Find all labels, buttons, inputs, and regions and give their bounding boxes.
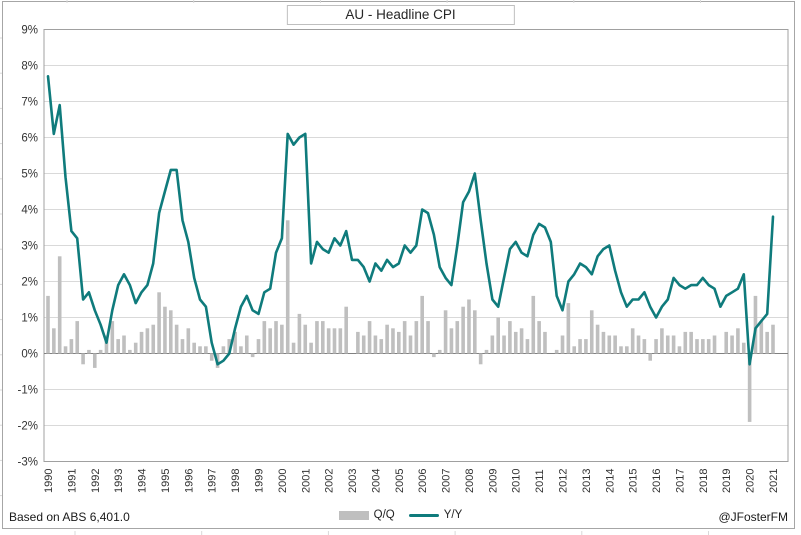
svg-text:2009: 2009 bbox=[487, 469, 499, 493]
legend-item-yy[interactable]: Y/Y bbox=[408, 509, 463, 521]
svg-text:2020: 2020 bbox=[745, 469, 757, 493]
svg-text:2021: 2021 bbox=[768, 469, 780, 493]
source-note: Based on ABS 6,401.0 bbox=[9, 510, 130, 524]
svg-text:1998: 1998 bbox=[230, 469, 242, 493]
svg-text:-3%: -3% bbox=[18, 457, 38, 469]
chart-legend: Q/Q Y/Y bbox=[0, 506, 801, 524]
svg-text:8%: 8% bbox=[21, 61, 38, 73]
svg-text:1994: 1994 bbox=[137, 469, 149, 493]
svg-text:1993: 1993 bbox=[113, 469, 125, 493]
svg-text:2017: 2017 bbox=[674, 469, 686, 493]
chart-title: AU - Headline CPI bbox=[286, 5, 515, 25]
svg-text:2001: 2001 bbox=[300, 469, 312, 493]
legend-label-yy: Y/Y bbox=[443, 509, 463, 521]
svg-text:2000: 2000 bbox=[277, 469, 289, 493]
svg-text:2004: 2004 bbox=[370, 469, 382, 493]
svg-text:2006: 2006 bbox=[417, 469, 429, 493]
svg-text:4%: 4% bbox=[21, 205, 38, 217]
svg-text:5%: 5% bbox=[21, 169, 38, 181]
svg-text:2014: 2014 bbox=[604, 469, 616, 493]
svg-text:1997: 1997 bbox=[207, 469, 219, 493]
svg-text:-1%: -1% bbox=[18, 385, 38, 397]
svg-text:2018: 2018 bbox=[698, 469, 710, 493]
author-handle[interactable]: @JFosterFM bbox=[718, 510, 788, 524]
svg-text:1999: 1999 bbox=[253, 469, 265, 493]
svg-text:6%: 6% bbox=[21, 133, 38, 145]
svg-text:1995: 1995 bbox=[160, 469, 172, 493]
svg-text:1990: 1990 bbox=[43, 469, 55, 493]
yy-line-swatch-icon bbox=[408, 513, 439, 517]
svg-text:2012: 2012 bbox=[558, 469, 570, 493]
svg-text:2010: 2010 bbox=[511, 469, 523, 493]
qq-bar-swatch-icon bbox=[338, 510, 369, 520]
svg-text:2002: 2002 bbox=[324, 469, 336, 493]
svg-text:1992: 1992 bbox=[90, 469, 102, 493]
svg-text:7%: 7% bbox=[21, 97, 38, 109]
svg-text:2015: 2015 bbox=[628, 469, 640, 493]
svg-text:2011: 2011 bbox=[534, 469, 546, 493]
svg-text:2013: 2013 bbox=[581, 469, 593, 493]
svg-text:2005: 2005 bbox=[394, 469, 406, 493]
svg-text:2019: 2019 bbox=[721, 469, 733, 493]
svg-text:0%: 0% bbox=[21, 349, 38, 361]
svg-text:9%: 9% bbox=[21, 25, 38, 37]
legend-item-qq[interactable]: Q/Q bbox=[338, 509, 395, 521]
svg-text:2007: 2007 bbox=[441, 469, 453, 493]
svg-text:2003: 2003 bbox=[347, 469, 359, 493]
svg-text:2016: 2016 bbox=[651, 469, 663, 493]
svg-text:2%: 2% bbox=[21, 277, 38, 289]
svg-text:1991: 1991 bbox=[66, 469, 78, 493]
svg-text:-2%: -2% bbox=[18, 421, 38, 433]
svg-text:3%: 3% bbox=[21, 241, 38, 253]
svg-text:1996: 1996 bbox=[183, 469, 195, 493]
svg-text:2008: 2008 bbox=[464, 469, 476, 493]
legend-label-qq: Q/Q bbox=[373, 509, 395, 521]
svg-text:1%: 1% bbox=[21, 313, 38, 325]
